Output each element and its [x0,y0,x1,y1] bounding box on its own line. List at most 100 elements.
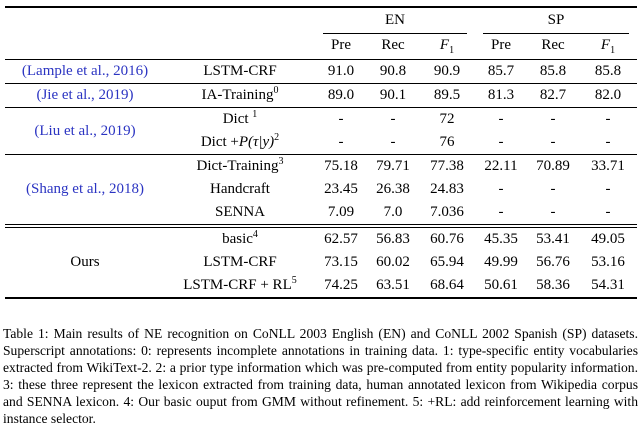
method-cell: LSTM-CRF + RL5 [183,275,297,294]
metric-cell: 45.35 [484,231,518,247]
metric-cell: 56.76 [536,254,570,270]
metric-cell: 7.09 [327,204,355,220]
table-row: Dict +P(τ|y)2 - - 76 - - - [5,131,637,155]
table-row: Ours basic4 62.57 56.83 60.76 45.35 53.4… [5,226,637,271]
citation-link-lample[interactable]: (Lample et al., 2016) [21,63,149,79]
metric-cell: - [338,134,344,150]
citation-cell: (Lample et al., 2016) [5,60,165,84]
citation-cell: (Shang et al., 2018) [5,155,165,227]
metric-cell: 82.0 [594,87,622,103]
metric-cell: - [605,181,611,197]
metric-cell: 62.57 [324,231,358,247]
metric-cell: 90.9 [433,63,461,79]
results-table-container: EN SP Pre Rec F1 Pre Rec F1 (Lample et a… [5,6,638,299]
citation-link-jie[interactable]: (Jie et al., 2019) [36,87,134,103]
metric-cell: 58.36 [536,277,570,293]
metric-cell: 7.0 [383,204,403,220]
group-jie-2019: (Jie et al., 2019) IA-Training0 89.0 90.… [5,83,638,108]
metric-cell: 68.64 [430,277,464,293]
metric-cell: - [498,134,504,150]
citation-cell: Ours [5,226,165,298]
metric-cell: 74.25 [324,277,358,293]
metric-cell: 75.18 [324,158,358,174]
col-group-sp: SP [475,7,637,34]
metric-header-row: Pre Rec F1 Pre Rec F1 [5,34,638,60]
empty-header-cell [165,7,315,34]
col-header-en-f1: F1 [419,34,475,60]
citation-cell: (Liu et al., 2019) [5,108,165,155]
citation-cell: (Jie et al., 2019) [5,84,165,108]
citation-link-shang[interactable]: (Shang et al., 2018) [26,181,144,197]
table-row: (Lample et al., 2016) LSTM-CRF 91.0 90.8… [5,60,637,84]
metric-cell: - [338,111,344,127]
metric-cell: 53.41 [536,231,570,247]
group-lample-2016: (Lample et al., 2016) LSTM-CRF 91.0 90.8… [5,60,637,84]
method-cell: LSTM-CRF [203,63,277,79]
table-row: LSTM-CRF + RL5 74.25 63.51 68.64 50.61 5… [5,274,637,298]
citation-link-liu[interactable]: (Liu et al., 2019) [34,122,136,139]
table-row: (Liu et al., 2019) Dict 1 - - 72 - - - [5,108,637,139]
method-cell: LSTM-CRF [203,254,277,270]
group-liu-2019: (Liu et al., 2019) Dict 1 - - 72 - - - D… [5,107,638,155]
metric-cell: 54.31 [591,277,625,293]
superscript: 3 [278,156,284,167]
empty-header-cell [5,7,165,34]
method-cell: Dict 1 [222,109,258,128]
metric-cell: 26.38 [376,181,410,197]
metric-cell: - [550,111,556,127]
metric-cell: - [605,111,611,127]
method-cell: Dict-Training3 [196,156,284,175]
metric-cell: 53.16 [591,254,625,270]
method-cell: Dict +P(τ|y)2 [200,132,280,151]
metric-cell: 60.76 [430,231,464,247]
metric-cell: - [498,181,504,197]
table-row: (Shang et al., 2018) Dict-Training3 75.1… [5,155,637,198]
metric-cell: 77.38 [430,158,464,174]
metric-cell: 63.51 [376,277,410,293]
table-caption: Table 1: Main results of NE recognition … [3,326,638,426]
metric-cell: 65.94 [430,254,464,270]
metric-cell: 49.99 [484,254,518,270]
metric-cell: - [498,111,504,127]
table-row: SENNA 7.09 7.0 7.036 - - - [5,201,637,226]
metric-cell: 24.83 [430,181,464,197]
metric-cell: 33.71 [591,158,625,174]
superscript: 0 [273,85,279,96]
method-cell: IA-Training0 [201,85,279,104]
metric-cell: 50.61 [484,277,518,293]
metric-cell: 49.05 [591,231,625,247]
method-cell: Handcraft [210,181,270,197]
metric-cell: 79.71 [376,158,410,174]
table-row: LSTM-CRF 73.15 60.02 65.94 49.99 56.76 5… [5,251,637,274]
metric-cell: - [390,134,396,150]
metric-cell: - [605,204,611,220]
results-table: EN SP Pre Rec F1 Pre Rec F1 (Lample et a… [5,6,638,299]
empty-header-cell [5,34,165,60]
metric-cell: - [390,111,396,127]
group-shang-2018: (Shang et al., 2018) Dict-Training3 75.1… [5,154,638,227]
superscript: 1 [252,109,258,120]
col-group-en: EN [315,7,475,34]
metric-cell: 70.89 [536,158,570,174]
metric-cell: 85.8 [539,63,567,79]
metric-cell: 89.0 [327,87,355,103]
superscript: 2 [274,132,280,143]
metric-cell: 72 [439,111,455,127]
table-row: (Jie et al., 2019) IA-Training0 89.0 90.… [5,84,637,108]
metric-cell: - [550,204,556,220]
math-expression: P(τ|y) [238,134,275,150]
metric-cell: 81.3 [487,87,515,103]
metric-cell: 7.036 [430,204,464,220]
superscript: 4 [252,229,258,240]
metric-cell: 60.02 [376,254,410,270]
language-group-row: EN SP [5,7,637,34]
metric-cell: 76 [439,134,455,150]
metric-cell: 22.11 [484,158,518,174]
metric-cell: 85.8 [594,63,622,79]
metric-cell: 90.8 [379,63,407,79]
metric-cell: - [550,181,556,197]
col-group-en-label: EN [323,10,467,34]
ours-label: Ours [70,254,100,270]
metric-cell: 91.0 [327,63,355,79]
col-header-sp-pre: Pre [475,34,527,60]
